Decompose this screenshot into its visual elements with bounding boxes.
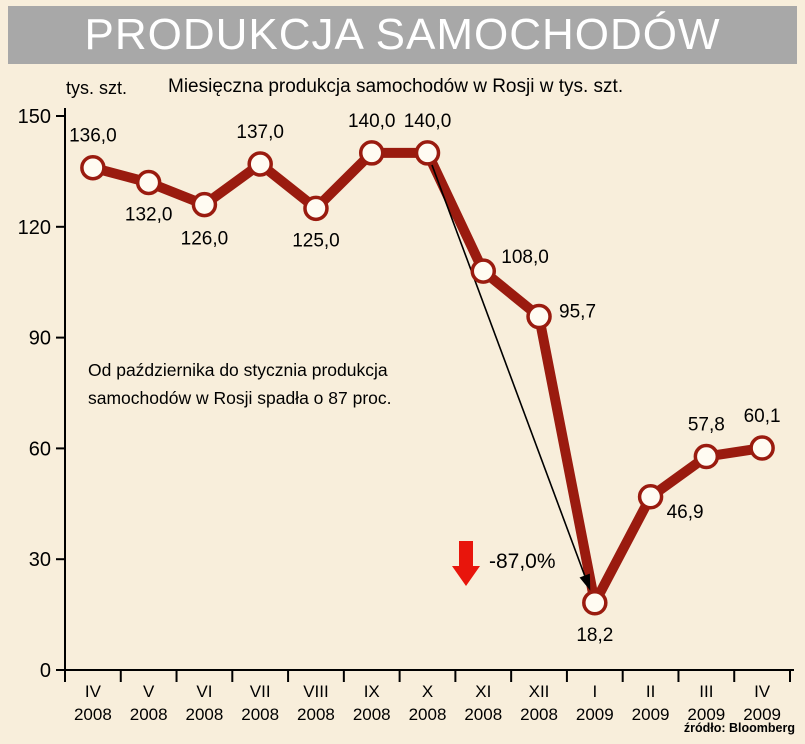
data-point-marker: [191, 191, 218, 218]
x-axis-label-month: VI: [196, 682, 212, 701]
data-point-marker: [247, 151, 273, 177]
x-axis-label-year: 2009: [632, 705, 670, 724]
y-axis-tick-label: 120: [18, 217, 51, 239]
value-label: 126,0: [181, 229, 229, 250]
value-label: 95,7: [559, 302, 596, 323]
x-axis-label-month: XI: [475, 682, 491, 701]
data-point-marker: [749, 435, 775, 461]
y-axis-tick-label: 60: [29, 438, 51, 460]
value-label: 57,8: [688, 415, 725, 436]
x-axis-label-year: 2008: [186, 705, 224, 724]
annotation-line1: Od października do stycznia produkcja: [88, 360, 388, 380]
x-axis-label-month: I: [592, 682, 597, 701]
x-axis-label-year: 2008: [241, 705, 279, 724]
value-label: 132,0: [125, 204, 173, 225]
y-axis-tick-label: 30: [29, 549, 51, 571]
x-axis-label-year: 2008: [409, 705, 447, 724]
x-axis-label-month: IV: [85, 682, 102, 701]
data-point-marker: [358, 140, 385, 166]
data-point-marker: [582, 590, 608, 616]
y-axis-unit-label: tys. szt.: [66, 78, 128, 98]
value-label: 60,1: [744, 406, 781, 427]
x-axis-label-month: VIII: [303, 682, 329, 701]
x-axis-label-year: 2009: [743, 705, 781, 724]
x-axis-label-year: 2008: [464, 705, 502, 724]
data-point-marker: [303, 195, 329, 222]
annotation-line2: samochodów w Rosji spadła o 87 proc.: [88, 388, 392, 408]
y-axis-tick-label: 150: [18, 106, 51, 128]
x-axis-label-month: X: [422, 682, 433, 701]
x-axis-label-year: 2008: [297, 705, 335, 724]
annotation-text: Od października do stycznia produkcja sa…: [88, 356, 392, 412]
data-point-marker: [80, 154, 106, 181]
value-label: 140,0: [348, 111, 396, 132]
x-axis-label-year: 2009: [687, 705, 725, 724]
y-axis-tick-label: 0: [40, 660, 51, 682]
drop-percentage-label: -87,0%: [489, 550, 556, 573]
value-label: 108,0: [501, 247, 549, 268]
x-axis-label-month: IV: [754, 682, 771, 701]
data-point-marker: [526, 303, 552, 330]
value-label: 140,0: [404, 111, 452, 132]
data-point-marker: [637, 484, 664, 510]
red-down-arrow-icon: [452, 541, 480, 586]
data-point-marker: [414, 140, 441, 166]
x-axis-label-year: 2008: [520, 705, 558, 724]
value-label: 18,2: [576, 625, 613, 646]
x-axis-label-year: 2008: [130, 705, 168, 724]
title-bar: PRODUKCJA SAMOCHODÓW: [8, 6, 797, 64]
x-axis-label-month: IX: [364, 682, 380, 701]
chart-subtitle: Miesięczna produkcja samochodów w Rosji …: [168, 76, 624, 97]
page-title: PRODUKCJA SAMOCHODÓW: [84, 10, 721, 59]
x-axis-label-month: XII: [529, 682, 550, 701]
x-axis-label-year: 2008: [353, 705, 391, 724]
x-axis-label-month: III: [699, 682, 713, 701]
y-axis-tick-label: 90: [29, 328, 51, 350]
x-axis-label-month: VII: [250, 682, 271, 701]
source-credit: źródło: Bloomberg: [683, 721, 795, 735]
value-label: 137,0: [236, 122, 284, 143]
x-axis-label-month: V: [143, 682, 155, 701]
data-point-marker: [470, 258, 497, 284]
value-label: 46,9: [667, 502, 704, 523]
value-label: 125,0: [292, 230, 340, 251]
x-axis-label-month: II: [646, 682, 655, 701]
data-point-marker: [135, 169, 162, 196]
x-axis-label-year: 2009: [576, 705, 614, 724]
x-axis-label-year: 2008: [74, 705, 112, 724]
drop-arrow-shaft: [426, 152, 586, 576]
drop-arrow-head: [579, 573, 591, 591]
data-point-marker: [693, 443, 720, 470]
value-label: 136,0: [69, 126, 117, 147]
